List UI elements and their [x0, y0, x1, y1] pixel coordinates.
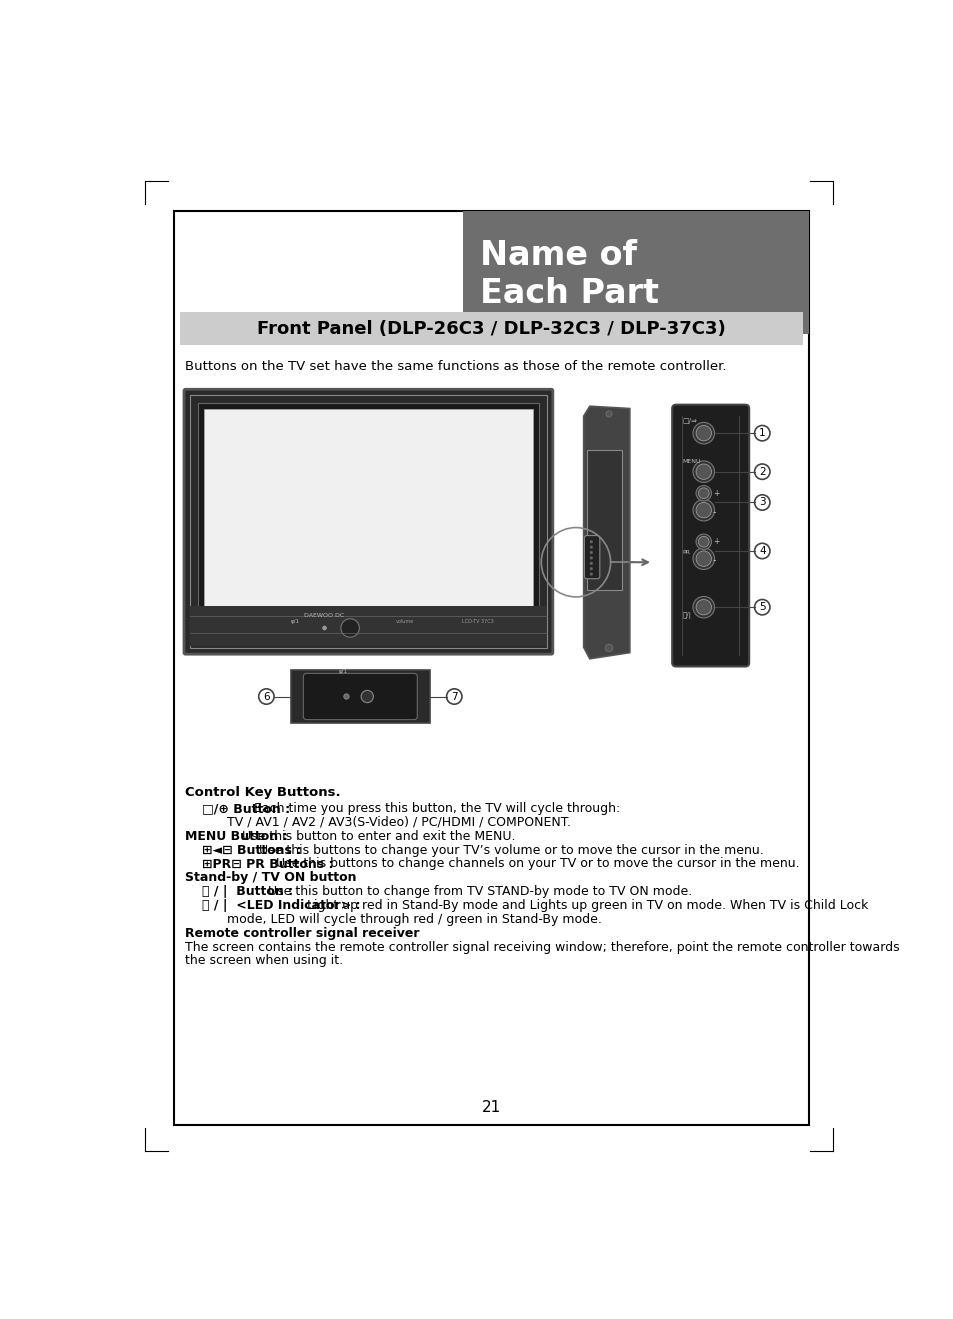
Text: +: + — [712, 489, 719, 497]
Circle shape — [589, 567, 592, 570]
Text: φ/1: φ/1 — [339, 670, 348, 674]
Text: -: - — [712, 555, 716, 566]
Circle shape — [698, 488, 708, 499]
Text: TV / AV1 / AV2 / AV3(S-Video) / PC/HDMI / COMPONENT.: TV / AV1 / AV2 / AV3(S-Video) / PC/HDMI … — [227, 816, 571, 828]
Text: ⏻/|: ⏻/| — [681, 612, 691, 619]
FancyBboxPatch shape — [584, 536, 599, 579]
Bar — [204, 409, 533, 613]
Text: PR: PR — [681, 550, 689, 555]
Circle shape — [258, 689, 274, 704]
Text: Name of: Name of — [479, 239, 637, 272]
Bar — [190, 607, 546, 646]
Text: -: - — [712, 506, 716, 517]
Circle shape — [696, 485, 711, 501]
Text: Buttons on the TV set have the same functions as those of the remote controller.: Buttons on the TV set have the same func… — [185, 360, 725, 373]
Text: ⏻ / |  Button :: ⏻ / | Button : — [201, 885, 293, 898]
Circle shape — [754, 426, 769, 441]
Text: Remote controller signal receiver: Remote controller signal receiver — [185, 927, 418, 939]
Text: 6: 6 — [263, 691, 270, 702]
Text: The screen contains the remote controller signal receiving window; therefore, po: The screen contains the remote controlle… — [185, 940, 899, 954]
Circle shape — [589, 557, 592, 559]
Bar — [197, 404, 538, 623]
Circle shape — [605, 410, 612, 417]
Text: Use this buttons to change your TV’s volume or to move the cursor in the menu.: Use this buttons to change your TV’s vol… — [258, 844, 762, 856]
Circle shape — [589, 541, 592, 543]
Text: Each time you press this button, the TV will cycle through:: Each time you press this button, the TV … — [254, 802, 620, 815]
Circle shape — [754, 464, 769, 479]
Circle shape — [696, 534, 711, 550]
Text: Stand-by / TV ON button: Stand-by / TV ON button — [185, 872, 355, 884]
Text: 7: 7 — [451, 691, 457, 702]
Bar — [173, 211, 808, 1125]
Text: ⊞PR⊟ PR Buttons :: ⊞PR⊟ PR Buttons : — [201, 857, 333, 871]
Text: □/⇒: □/⇒ — [681, 418, 697, 423]
Text: 4: 4 — [759, 546, 765, 557]
Circle shape — [696, 503, 711, 518]
Circle shape — [696, 600, 711, 615]
Circle shape — [589, 546, 592, 549]
Bar — [291, 670, 429, 723]
Text: 21: 21 — [481, 1100, 500, 1115]
Text: Use this buttons to change channels on your TV or to move the cursor in the menu: Use this buttons to change channels on y… — [276, 857, 800, 871]
Polygon shape — [583, 406, 629, 658]
Text: Control Key Buttons.: Control Key Buttons. — [185, 786, 340, 799]
Text: 1: 1 — [759, 429, 765, 438]
Circle shape — [696, 426, 711, 441]
Circle shape — [589, 551, 592, 554]
Bar — [586, 450, 621, 590]
Text: mode, LED will cycle through red / green in Stand-By mode.: mode, LED will cycle through red / green… — [227, 913, 601, 926]
Circle shape — [696, 551, 711, 566]
Circle shape — [343, 694, 349, 699]
Text: 2: 2 — [759, 467, 765, 476]
Circle shape — [361, 690, 373, 703]
Circle shape — [692, 596, 714, 619]
FancyBboxPatch shape — [184, 389, 552, 654]
Circle shape — [446, 689, 461, 704]
Text: 5: 5 — [759, 603, 765, 612]
Circle shape — [322, 625, 327, 630]
Circle shape — [754, 543, 769, 559]
Text: Front Panel (DLP-26C3 / DLP-32C3 / DLP-37C3): Front Panel (DLP-26C3 / DLP-32C3 / DLP-3… — [257, 321, 725, 338]
Circle shape — [692, 547, 714, 570]
Text: ⏻ / |  <LED Indicator> :: ⏻ / | <LED Indicator> : — [201, 900, 360, 911]
Text: Light up red in Stand-By mode and Lights up green in TV on mode. When TV is Chil: Light up red in Stand-By mode and Lights… — [307, 900, 867, 911]
Text: DAEWOO DC: DAEWOO DC — [304, 612, 344, 617]
Bar — [462, 211, 808, 334]
FancyBboxPatch shape — [672, 405, 748, 666]
Text: +: + — [712, 537, 719, 546]
FancyBboxPatch shape — [303, 674, 416, 720]
Circle shape — [589, 562, 592, 565]
Circle shape — [692, 422, 714, 445]
Text: Use this button to enter and exit the MENU.: Use this button to enter and exit the ME… — [241, 830, 515, 843]
Text: MENU Button :: MENU Button : — [185, 830, 287, 843]
Bar — [180, 313, 802, 344]
Text: φ/1: φ/1 — [291, 620, 299, 624]
Text: Each Part: Each Part — [479, 277, 659, 310]
Circle shape — [696, 464, 711, 479]
Text: 3: 3 — [759, 497, 765, 508]
Text: the screen when using it.: the screen when using it. — [185, 955, 342, 967]
Circle shape — [589, 572, 592, 575]
Text: volume: volume — [395, 620, 414, 624]
Circle shape — [754, 495, 769, 510]
Text: □/⊕ Button :: □/⊕ Button : — [201, 802, 290, 815]
Circle shape — [692, 460, 714, 483]
Circle shape — [754, 600, 769, 615]
Circle shape — [698, 537, 708, 547]
Text: MENU: MENU — [681, 459, 700, 464]
Circle shape — [604, 644, 612, 652]
Circle shape — [692, 500, 714, 521]
Text: ⊞◄⊟ Buttons :: ⊞◄⊟ Buttons : — [201, 844, 300, 856]
Text: LCD-TV 37C3: LCD-TV 37C3 — [462, 620, 494, 624]
Text: Use this button to change from TV STAND-by mode to TV ON mode.: Use this button to change from TV STAND-… — [267, 885, 691, 898]
Circle shape — [340, 619, 359, 637]
Bar — [190, 396, 546, 648]
